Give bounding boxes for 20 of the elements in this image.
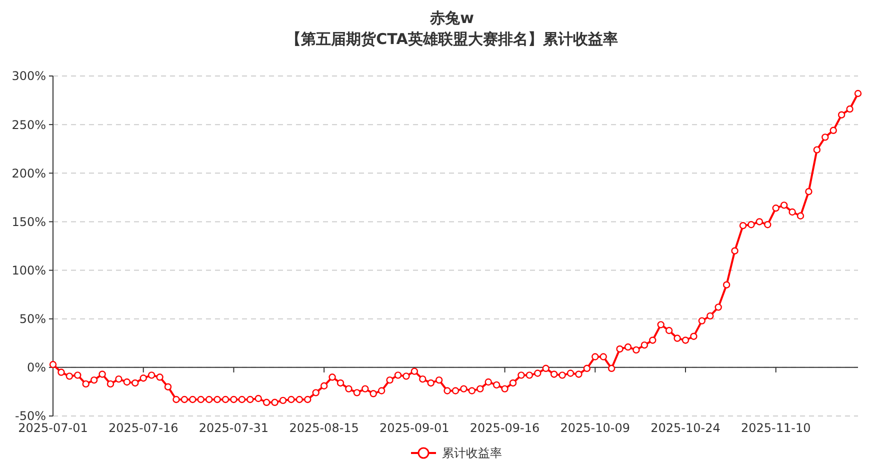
x-tick-label: 2025-07-31 [198,421,269,435]
y-tick-label: 150% [12,214,46,229]
y-tick-label: 250% [12,118,46,132]
x-tick-label: 2025-11-10 [740,421,811,435]
x-tick-label: 2025-10-24 [650,421,720,435]
x-tick-label: 2025-10-09 [560,421,630,435]
chart-subtitle: 【第五届期货CTA英雄联盟大赛排名】累计收益率 [286,30,618,48]
y-tick-label: 100% [12,263,46,278]
legend-label: 累计收益率 [442,446,502,460]
x-tick-label: 2025-09-16 [470,421,540,435]
y-tick-label: -50% [14,409,46,424]
y-tick-label: 200% [12,166,46,180]
y-tick-label: 50% [19,312,46,326]
x-tick-label: 2025-07-01 [18,421,88,435]
y-tick-label: 0% [26,360,46,375]
chart-title: 赤兔w [429,9,474,27]
y-tick-label: 300% [12,69,46,84]
x-tick-label: 2025-09-01 [380,421,450,435]
x-tick-label: 2025-08-15 [289,421,359,435]
x-tick-label: 2025-07-16 [108,421,178,435]
